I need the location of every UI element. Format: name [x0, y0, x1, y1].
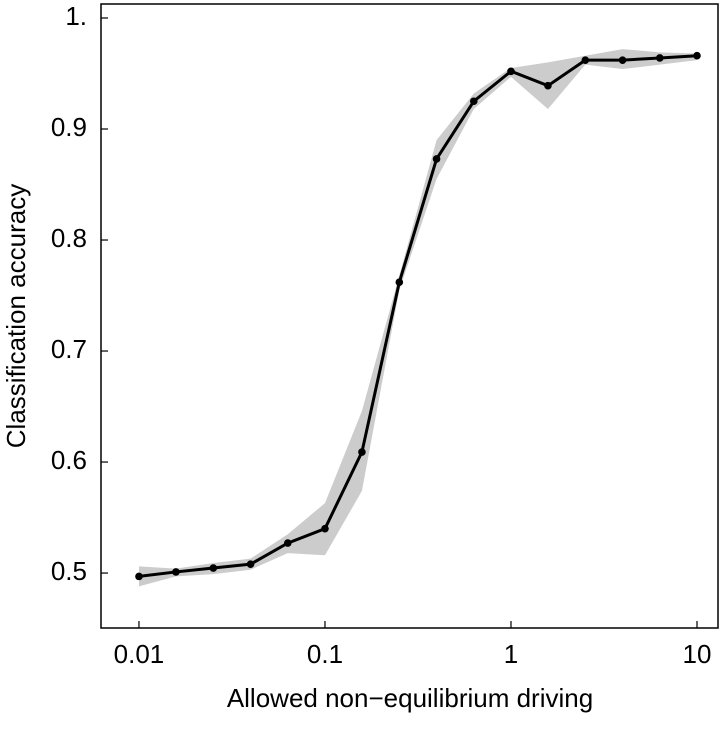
y-axis-label: Classification accuracy — [1, 184, 31, 448]
data-point — [507, 67, 515, 76]
x-tick-label: 0.01 — [114, 639, 165, 669]
plot-frame — [100, 3, 719, 629]
data-point — [283, 539, 292, 547]
x-tick-label: 0.1 — [307, 639, 343, 669]
data-point — [655, 54, 664, 62]
y-tick-label: 0.6 — [51, 445, 87, 475]
data-point — [172, 568, 180, 576]
data-point — [135, 572, 143, 581]
y-tick-label: 1. — [65, 1, 87, 31]
x-tick-label: 1 — [504, 639, 518, 669]
data-point — [618, 56, 627, 64]
data-point — [544, 81, 552, 90]
y-tick-label: 0.9 — [51, 112, 87, 142]
data-point — [209, 564, 218, 572]
data-point — [321, 524, 329, 533]
data-line — [138, 54, 698, 578]
x-tick-label: 10 — [683, 639, 712, 669]
y-tick-label: 0.8 — [51, 223, 87, 253]
data-point — [395, 278, 404, 286]
data-point — [581, 56, 590, 64]
data-point — [432, 155, 441, 163]
data-point — [693, 51, 701, 60]
data-point — [358, 448, 366, 456]
data-point — [469, 97, 478, 106]
y-tick-label: 0.7 — [51, 334, 87, 364]
confidence-band — [138, 49, 697, 587]
x-axis-label: Allowed non−equilibrium driving — [227, 683, 593, 713]
data-point — [246, 560, 255, 568]
y-tick-label: 0.5 — [51, 556, 87, 586]
